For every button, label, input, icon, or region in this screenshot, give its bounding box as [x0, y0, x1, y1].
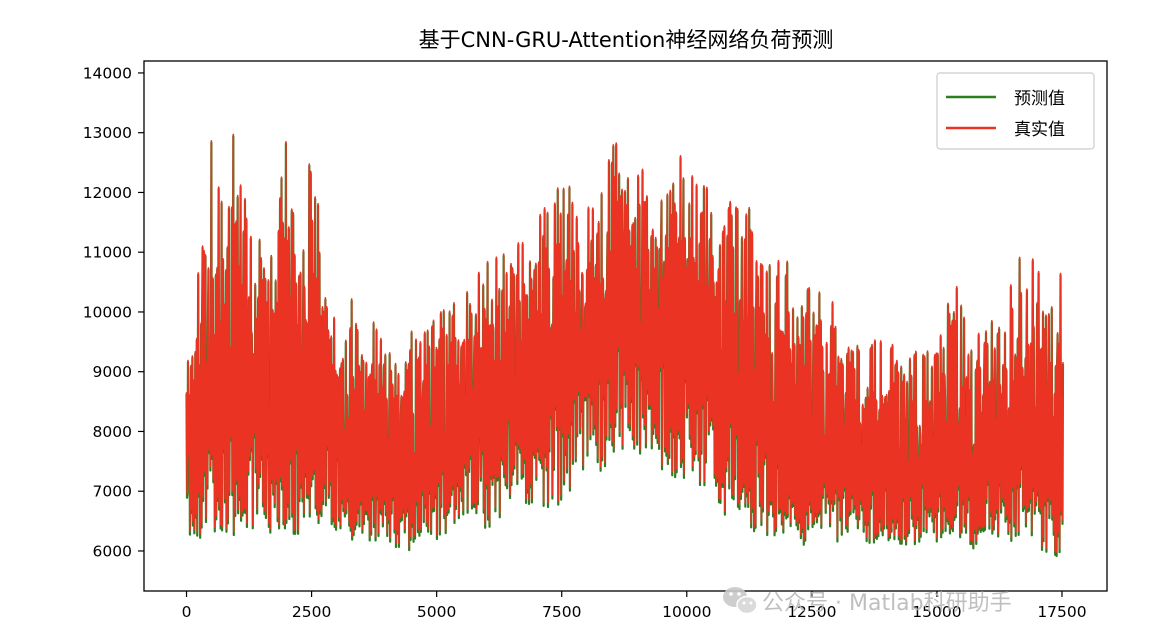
wechat-icon [723, 587, 758, 615]
y-tick-label: 6000 [93, 542, 132, 560]
y-tick-label: 11000 [83, 244, 132, 262]
x-tick-label: 2500 [292, 603, 331, 621]
x-tick-label: 10000 [662, 603, 711, 621]
legend: 预测值 真实值 [936, 72, 1095, 150]
plot-frame [143, 60, 1108, 592]
y-tick-label: 9000 [93, 363, 132, 381]
x-tick-label: 0 [182, 603, 192, 621]
watermark: 公众号 · Matlab科研助手 [723, 587, 1012, 616]
x-tick-label: 17500 [1037, 603, 1086, 621]
x-tick-label: 5000 [417, 603, 456, 621]
x-tick-label: 15000 [912, 603, 961, 621]
chart-title: 基于CNN-GRU-Attention神经网络负荷预测 [419, 28, 834, 52]
y-axis: 6000 7000 8000 9000 10000 11000 12000 13000 1400… [83, 64, 144, 560]
y-tick-label: 8000 [93, 423, 132, 441]
series-line-actual [185, 133, 1064, 553]
x-tick-label: 7500 [542, 603, 581, 621]
legend-box [936, 72, 1095, 150]
legend-label-predicted: 预测值 [1014, 89, 1065, 109]
x-tick-label: 12500 [787, 603, 836, 621]
y-tick-label: 13000 [83, 124, 132, 142]
x-axis: 0 2500 5000 7500 10000 12500 15000 17500 [182, 591, 1087, 621]
watermark-text: 公众号 · Matlab科研助手 [762, 591, 1012, 616]
plot-area [185, 133, 1065, 558]
y-tick-label: 14000 [83, 64, 132, 82]
y-tick-label: 7000 [93, 483, 132, 501]
y-tick-label: 10000 [83, 303, 132, 321]
y-tick-label: 12000 [83, 184, 132, 202]
legend-label-actual: 真实值 [1014, 120, 1065, 140]
